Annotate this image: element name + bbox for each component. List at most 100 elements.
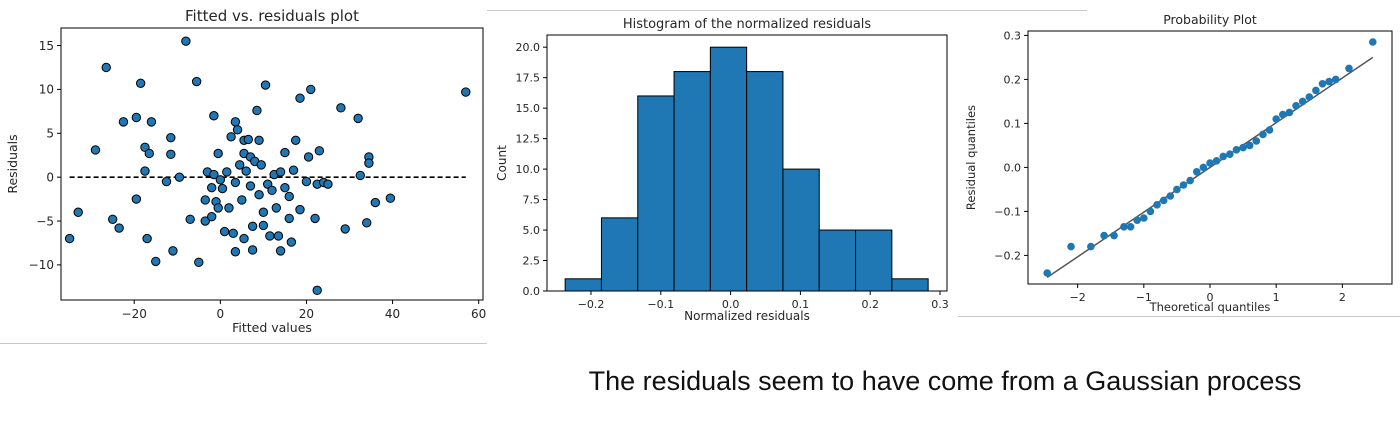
residual-point bbox=[200, 195, 210, 205]
residual-point bbox=[107, 214, 118, 224]
quantile-point bbox=[1305, 93, 1314, 101]
residual-point bbox=[364, 158, 374, 168]
residual-point bbox=[385, 193, 396, 203]
residual-point bbox=[252, 105, 262, 116]
y-tick-label: 12.5 bbox=[516, 133, 541, 146]
residual-point bbox=[185, 214, 195, 224]
quantile-point bbox=[1245, 141, 1254, 150]
residual-point bbox=[258, 207, 269, 217]
y-tick-label: 0.0 bbox=[1004, 161, 1022, 174]
residual-point bbox=[254, 135, 264, 146]
x-tick-label: 0.3 bbox=[931, 298, 949, 311]
residual-point bbox=[237, 195, 247, 205]
quantile-point bbox=[1219, 152, 1228, 161]
residual-point bbox=[265, 231, 275, 241]
residual-point bbox=[209, 169, 219, 180]
histogram-bar bbox=[709, 46, 748, 292]
residual-point bbox=[247, 221, 258, 231]
residual-point bbox=[142, 233, 152, 244]
residual-point bbox=[114, 223, 124, 233]
residual-point bbox=[275, 246, 286, 256]
x-tick-label: 60 bbox=[471, 307, 486, 321]
residual-point bbox=[174, 172, 185, 182]
x-tick-label: 0 bbox=[217, 307, 225, 321]
residual-point bbox=[273, 231, 284, 241]
quantile-point bbox=[1345, 64, 1353, 73]
residual-point bbox=[131, 112, 142, 123]
residual-point bbox=[131, 194, 142, 204]
y-axis-label: Residuals bbox=[5, 134, 20, 193]
x-tick-label: 0.0 bbox=[722, 298, 740, 311]
residual-point bbox=[256, 160, 266, 170]
residual-point bbox=[207, 211, 217, 222]
histogram-bar bbox=[746, 71, 784, 292]
histogram-bar bbox=[782, 168, 820, 292]
residual-point bbox=[239, 233, 249, 244]
quantile-point bbox=[1146, 207, 1155, 216]
histogram-bar bbox=[637, 95, 675, 292]
residual-point bbox=[336, 103, 346, 113]
x-axis-label: Theoretical quantiles bbox=[1149, 300, 1271, 314]
residual-point bbox=[151, 256, 161, 267]
residual-point bbox=[303, 152, 314, 162]
quantile-point bbox=[1166, 192, 1175, 200]
residual-point bbox=[73, 207, 83, 217]
residual-point bbox=[306, 84, 316, 95]
y-axis-label: Count bbox=[495, 145, 509, 181]
x-tick-label: 0.2 bbox=[861, 298, 879, 311]
residual-point bbox=[224, 203, 234, 213]
y-tick-label: 15 bbox=[39, 39, 54, 53]
quantile-point bbox=[1110, 231, 1118, 240]
caption-text: The residuals seem to have come from a G… bbox=[588, 366, 1302, 396]
y-axis-label: Residual quantiles bbox=[964, 105, 978, 210]
residual-point bbox=[243, 134, 254, 145]
residual-point bbox=[168, 246, 178, 256]
chart-title: Probability Plot bbox=[1163, 12, 1257, 27]
y-tick-label: 0.3 bbox=[1004, 29, 1022, 42]
x-tick-label: 20 bbox=[299, 307, 314, 321]
residual-point bbox=[362, 218, 372, 228]
histogram-bar bbox=[855, 229, 893, 292]
x-tick-label: −0.2 bbox=[578, 298, 605, 311]
quantile-point bbox=[1140, 214, 1148, 222]
x-tick-label: 40 bbox=[385, 307, 400, 321]
histogram-bar bbox=[564, 278, 602, 292]
quantile-point bbox=[1067, 242, 1075, 251]
residual-point bbox=[146, 117, 157, 127]
x-tick-label: −1 bbox=[1136, 291, 1152, 304]
x-tick-label: −0.1 bbox=[647, 298, 674, 311]
residual-point bbox=[64, 233, 75, 244]
quantile-point bbox=[1298, 97, 1307, 106]
y-tick-label: 0.2 bbox=[1004, 73, 1022, 86]
residual-point bbox=[254, 190, 264, 200]
residual-point bbox=[230, 177, 241, 188]
residual-point bbox=[258, 220, 269, 231]
residual-point bbox=[226, 132, 236, 142]
residual-point bbox=[312, 285, 322, 296]
y-tick-label: 0.1 bbox=[1004, 117, 1022, 130]
residual-point bbox=[194, 257, 204, 267]
residual-point bbox=[101, 62, 111, 73]
residual-point bbox=[191, 76, 202, 87]
residual-point bbox=[353, 113, 363, 124]
quantile-point bbox=[1259, 130, 1267, 139]
residual-point bbox=[213, 148, 223, 159]
residual-point bbox=[166, 132, 176, 143]
residual-point bbox=[232, 125, 243, 135]
residual-point bbox=[235, 160, 245, 170]
residual-point bbox=[275, 167, 286, 177]
quantile-point bbox=[1192, 168, 1201, 176]
y-tick-label: −0.2 bbox=[994, 249, 1021, 262]
residual-point bbox=[355, 170, 365, 181]
quantile-point bbox=[1265, 126, 1274, 134]
quantile-point bbox=[1126, 223, 1135, 231]
quantile-point bbox=[1186, 176, 1194, 185]
residual-point bbox=[288, 165, 299, 175]
y-tick-label: −10 bbox=[29, 258, 54, 272]
y-tick-label: 17.5 bbox=[516, 72, 541, 85]
x-tick-label: −20 bbox=[122, 307, 147, 321]
top-divider-line bbox=[487, 10, 1087, 11]
y-tick-label: 2.5 bbox=[523, 254, 541, 267]
chart-title: Fitted vs. residuals plot bbox=[185, 7, 359, 25]
y-tick-label: 20.0 bbox=[516, 41, 541, 54]
